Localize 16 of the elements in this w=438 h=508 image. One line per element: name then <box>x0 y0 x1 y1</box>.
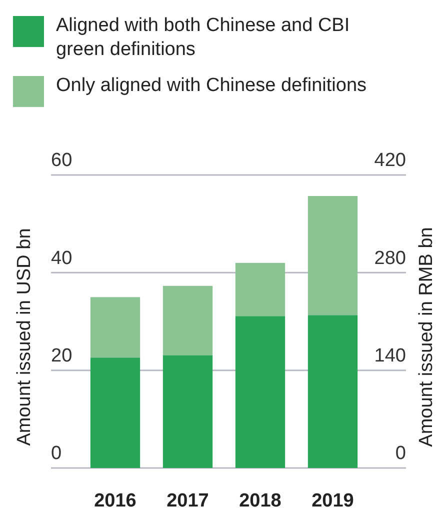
x-tick-label: 2018 <box>239 490 282 508</box>
y2-axis-title: Amount issued in RMB bn <box>416 227 438 447</box>
y-tick-label: 20 <box>51 346 72 367</box>
x-tick-label: 2016 <box>94 490 136 508</box>
y2-tick-label: 420 <box>374 150 406 172</box>
x-tick-label: 2019 <box>312 490 354 508</box>
y-tick-label: 60 <box>51 150 72 172</box>
legend-label: Aligned with both Chinese and CBI green definitions <box>56 14 351 62</box>
y2-tick-label: 140 <box>374 346 406 367</box>
y-axis-title: Amount issued in USD bn <box>14 228 36 446</box>
y2-tick-label: 0 <box>395 443 406 464</box>
legend-label: Only aligned with Chinese definitions <box>56 74 367 98</box>
y-tick-label: 0 <box>51 443 62 464</box>
y2-tick-label: 280 <box>374 248 406 269</box>
y-tick-label: 40 <box>51 248 72 269</box>
x-tick-label: 2017 <box>166 490 209 508</box>
